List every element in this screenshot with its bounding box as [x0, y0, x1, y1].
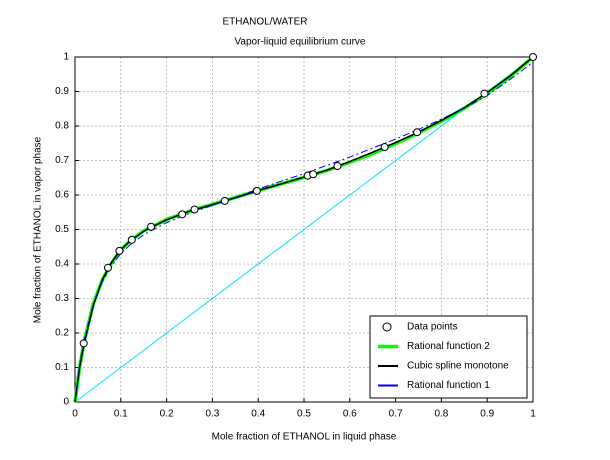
- x-tick-label: 0.3: [205, 409, 219, 420]
- legend-label: Data points: [407, 322, 458, 333]
- y-tick-label: 0: [63, 397, 69, 408]
- legend-marker: [382, 322, 392, 332]
- data-point: [190, 205, 199, 214]
- x-tick-label: 0.9: [480, 409, 494, 420]
- chart-subtitle: Vapor-liquid equilibrium curve: [235, 37, 366, 48]
- data-point: [220, 196, 229, 205]
- x-tick-label: 0.7: [389, 409, 403, 420]
- data-point: [147, 222, 156, 231]
- y-tick-label: 0.9: [55, 86, 69, 97]
- y-tick-label: 0.3: [55, 293, 69, 304]
- x-tick-label: 0.2: [160, 409, 174, 420]
- y-tick-label: 0.8: [55, 121, 69, 132]
- data-point: [333, 162, 342, 171]
- x-tick-label: 0.8: [434, 409, 448, 420]
- data-point: [103, 263, 112, 272]
- data-point: [309, 170, 318, 179]
- data-point: [127, 235, 136, 244]
- data-point: [413, 128, 422, 137]
- legend-box: [369, 315, 528, 399]
- y-tick-label: 0.2: [55, 328, 69, 339]
- x-axis-label: Mole fraction of ETHANOL in liquid phase: [212, 432, 397, 443]
- plot-frame: [74, 56, 534, 403]
- x-tick-label: 0.6: [343, 409, 357, 420]
- data-point: [252, 186, 261, 195]
- x-tick-label: 1: [530, 409, 536, 420]
- y-tick-label: 0.6: [55, 190, 69, 201]
- y-tick-label: 0.5: [55, 224, 69, 235]
- y-tick-label: 1: [63, 52, 69, 63]
- data-point: [480, 89, 489, 98]
- series-line: [74, 56, 534, 403]
- chart-title: ETHANOL/WATER: [222, 17, 307, 28]
- y-tick-label: 0.7: [55, 155, 69, 166]
- data-point: [380, 143, 389, 152]
- x-tick-label: 0.1: [114, 409, 128, 420]
- data-point: [178, 210, 187, 219]
- x-tick-label: 0: [72, 409, 78, 420]
- y-tick-label: 0.1: [55, 362, 69, 373]
- x-tick-label: 0.4: [251, 409, 265, 420]
- data-point: [79, 339, 88, 348]
- data-point: [529, 53, 537, 61]
- legend-label: Cubic spline monotone: [407, 361, 509, 372]
- legend-label: Rational function 2: [407, 341, 490, 352]
- y-axis-label: Mole fraction of ETHANOL in vapor phase: [33, 136, 44, 323]
- x-tick-label: 0.5: [297, 409, 311, 420]
- data-point: [115, 246, 124, 255]
- legend-label: Rational function 1: [407, 380, 490, 391]
- y-tick-label: 0.4: [55, 259, 69, 270]
